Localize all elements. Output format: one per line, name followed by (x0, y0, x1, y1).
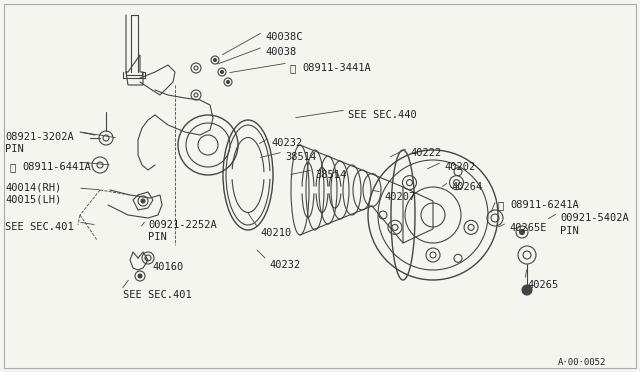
Text: SEE SEC.401: SEE SEC.401 (5, 222, 74, 232)
Circle shape (520, 230, 525, 234)
Text: 40015(LH): 40015(LH) (5, 194, 61, 204)
Text: PIN: PIN (560, 226, 579, 236)
Circle shape (221, 71, 223, 74)
Text: PIN: PIN (148, 232, 167, 242)
Text: SEE SEC.440: SEE SEC.440 (348, 110, 417, 120)
Text: 40160: 40160 (152, 262, 183, 272)
Text: 00921-5402A: 00921-5402A (560, 213, 628, 223)
Text: Ⓝ: Ⓝ (10, 162, 16, 172)
Text: Ⓝ: Ⓝ (498, 200, 504, 210)
Text: 40207: 40207 (384, 192, 415, 202)
Text: 40202: 40202 (444, 162, 476, 172)
Circle shape (522, 285, 532, 295)
Text: 40014(RH): 40014(RH) (5, 182, 61, 192)
Text: 40038: 40038 (265, 47, 296, 57)
Circle shape (138, 274, 142, 278)
Text: 40264: 40264 (451, 182, 483, 192)
Circle shape (141, 199, 145, 203)
Text: SEE SEC.401: SEE SEC.401 (123, 290, 192, 300)
Text: 40265: 40265 (527, 280, 558, 290)
Circle shape (214, 58, 216, 61)
Text: 08911-6441A: 08911-6441A (22, 162, 91, 172)
Text: 38514: 38514 (315, 170, 346, 180)
Text: 00921-2252A: 00921-2252A (148, 220, 217, 230)
Text: 38514: 38514 (285, 152, 316, 162)
Text: 40222: 40222 (410, 148, 441, 158)
Text: Ⓝ: Ⓝ (290, 63, 296, 73)
Circle shape (227, 80, 230, 83)
Text: 40038C: 40038C (265, 32, 303, 42)
Text: 40232: 40232 (269, 260, 300, 270)
Text: PIN: PIN (5, 144, 24, 154)
Text: 08911-6241A: 08911-6241A (510, 200, 579, 210)
Text: 40232: 40232 (271, 138, 302, 148)
Text: 40265E: 40265E (509, 223, 547, 233)
Text: A·00·0052: A·00·0052 (558, 358, 606, 367)
Text: 08911-3441A: 08911-3441A (302, 63, 371, 73)
Text: 08921-3202A: 08921-3202A (5, 132, 74, 142)
Text: 40210: 40210 (260, 228, 291, 238)
